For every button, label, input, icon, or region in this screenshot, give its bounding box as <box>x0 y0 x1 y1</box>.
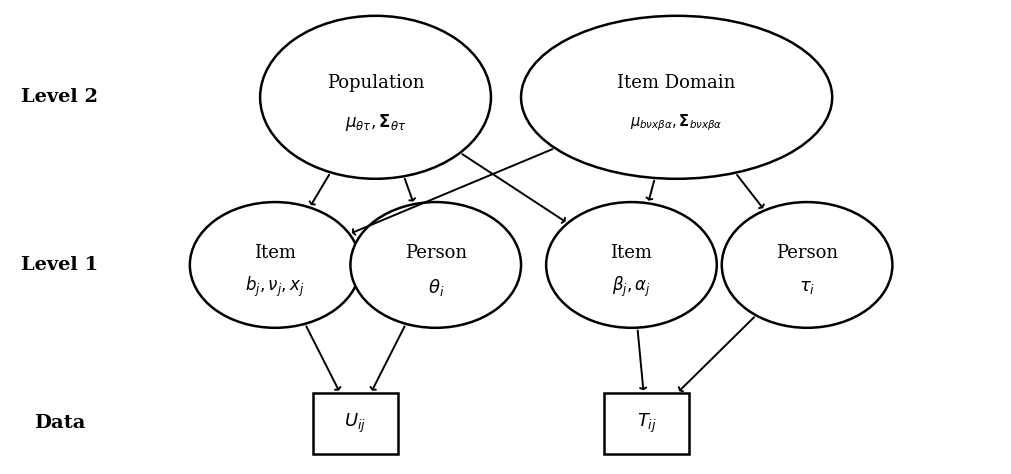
Text: Person: Person <box>404 244 466 262</box>
Text: Item Domain: Item Domain <box>617 74 735 92</box>
Ellipse shape <box>350 202 521 328</box>
Ellipse shape <box>546 202 716 328</box>
Text: $b_j, \nu_j, x_j$: $b_j, \nu_j, x_j$ <box>246 275 304 300</box>
Text: Person: Person <box>775 244 837 262</box>
Ellipse shape <box>721 202 892 328</box>
Ellipse shape <box>190 202 360 328</box>
Ellipse shape <box>521 16 831 179</box>
FancyBboxPatch shape <box>604 393 688 454</box>
Text: Population: Population <box>327 74 424 92</box>
Text: $T_{ij}$: $T_{ij}$ <box>636 411 656 435</box>
Text: Item: Item <box>610 244 652 262</box>
Text: $\theta_i$: $\theta_i$ <box>427 277 444 298</box>
Text: Level 1: Level 1 <box>20 256 98 274</box>
Text: $U_{ij}$: $U_{ij}$ <box>344 411 366 435</box>
Text: $\tau_i$: $\tau_i$ <box>798 278 815 296</box>
Ellipse shape <box>260 16 490 179</box>
Text: Level 2: Level 2 <box>21 88 98 106</box>
Text: $\beta_j, \alpha_j$: $\beta_j, \alpha_j$ <box>612 275 650 300</box>
FancyBboxPatch shape <box>312 393 397 454</box>
Text: Data: Data <box>33 414 85 432</box>
Text: $\mu_{\theta\tau},\mathbf{\Sigma}_{\theta\tau}$: $\mu_{\theta\tau},\mathbf{\Sigma}_{\thet… <box>345 112 406 133</box>
Text: Item: Item <box>254 244 296 262</box>
Text: $\mu_{b\nu x\beta\alpha},\mathbf{\Sigma}_{b\nu x\beta\alpha}$: $\mu_{b\nu x\beta\alpha},\mathbf{\Sigma}… <box>630 113 722 133</box>
